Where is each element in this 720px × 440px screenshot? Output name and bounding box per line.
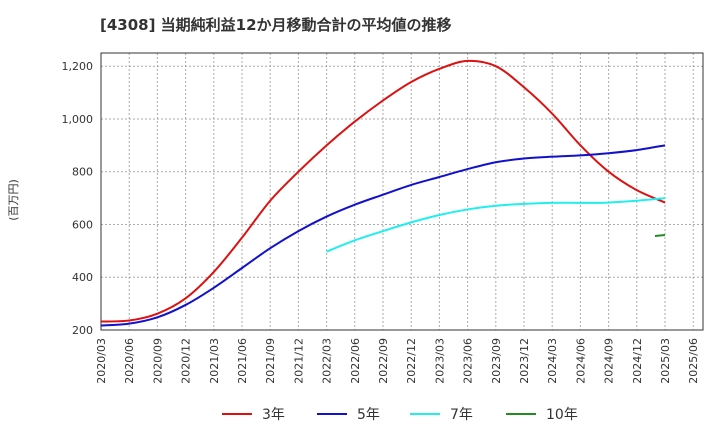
y-tick-label: 400: [72, 271, 93, 284]
x-tick-label: 2025/06: [687, 338, 700, 384]
y-tick-label: 800: [72, 166, 93, 179]
x-tick-label: 2023/09: [490, 338, 503, 384]
y-tick-label: 1,000: [62, 113, 94, 126]
x-tick-label: 2022/06: [349, 338, 362, 384]
legend-item-4: 10年: [506, 407, 578, 423]
legend-label: 5年: [357, 407, 380, 423]
x-tick-label: 2024/06: [574, 338, 587, 384]
y-tick-label: 200: [72, 324, 93, 337]
x-tick-label: 2020/09: [151, 338, 164, 384]
x-tick-label: 2023/06: [462, 338, 475, 384]
plot-frame: [100, 52, 704, 331]
series-line-2: [100, 144, 666, 327]
chart-title: [4308] 当期純利益12か月移動合計の平均値の推移: [100, 16, 452, 34]
x-tick-label: 2024/03: [546, 338, 559, 384]
x-tick-label: 2023/12: [518, 338, 531, 384]
x-tick-label: 2025/03: [659, 338, 672, 384]
x-tick-label: 2021/06: [236, 338, 249, 384]
x-tick-label: 2024/09: [603, 338, 616, 384]
series-line-3: [326, 197, 666, 253]
legend-item-1: 3年: [222, 407, 285, 423]
legend-item-3: 7年: [410, 407, 473, 423]
x-tick-label: 2020/06: [123, 338, 136, 384]
x-tick-label: 2022/12: [405, 338, 418, 384]
legend-label: 7年: [450, 407, 473, 423]
x-tick-label: 2024/12: [631, 338, 644, 384]
legend-label: 3年: [262, 407, 285, 423]
x-tick-label: 2021/12: [292, 338, 305, 384]
x-tick-label: 2021/09: [264, 338, 277, 384]
x-tick-label: 2023/03: [433, 338, 446, 384]
y-tick-label: 1,200: [62, 60, 94, 73]
grid-layer: [100, 53, 703, 331]
x-tick-label: 2021/03: [208, 338, 221, 384]
legend: 3年 5年 7年 10年: [222, 407, 578, 423]
y-tick-label: 600: [72, 218, 93, 231]
legend-label: 10年: [546, 407, 578, 423]
x-tick-label: 2022/09: [377, 338, 390, 384]
x-tick-label: 2022/03: [321, 338, 334, 384]
series-layer: [100, 59, 666, 327]
x-tick-label: 2020/03: [95, 338, 108, 384]
axes-layer: 200 400 600 800 1,000 1,200 2020/03 2020/06 2020…: [62, 52, 704, 384]
legend-item-2: 5年: [317, 407, 380, 423]
series-line-1: [100, 59, 666, 323]
y-axis-label: (百万円): [7, 179, 20, 221]
series-line-4: [654, 234, 666, 238]
x-tick-label: 2020/12: [180, 338, 193, 384]
